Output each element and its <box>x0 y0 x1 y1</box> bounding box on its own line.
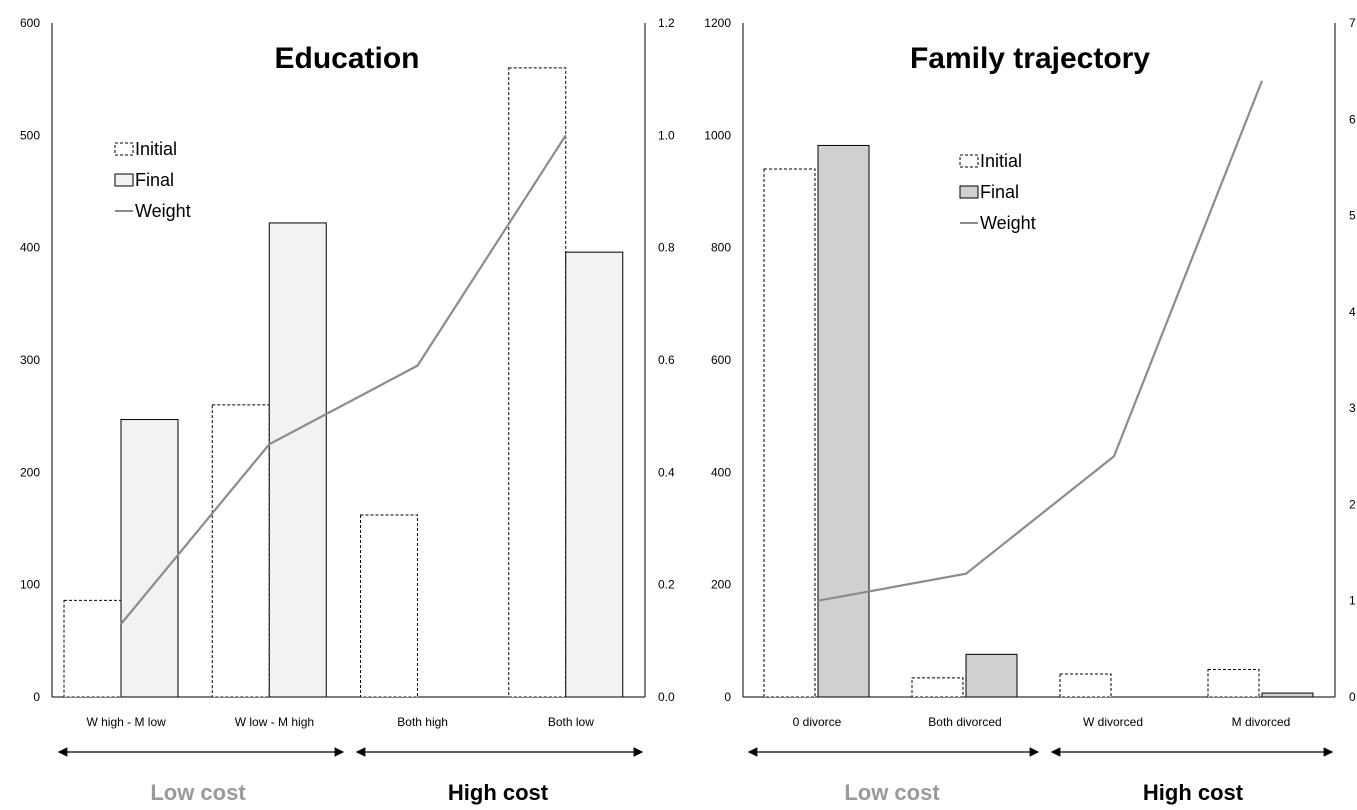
legend-final-swatch <box>114 173 134 187</box>
category-label: M divorced <box>1232 715 1291 729</box>
legend-weight-label: Weight <box>135 201 191 221</box>
initial-bar <box>1059 673 1112 698</box>
category-label: 0 divorce <box>793 715 842 729</box>
left-tick-label: 600 <box>711 353 731 367</box>
initial-bar <box>1207 668 1260 698</box>
legend-weight-label: Weight <box>980 213 1036 233</box>
right-tick-label: 4 <box>1349 305 1356 319</box>
education-chart: 0 100 200 300 400 500 600 0.0 0.2 0.4 0.6 0.8 1.0 1.2… <box>20 16 675 805</box>
right-tick-label: 6 <box>1349 112 1356 126</box>
chart-title: Family trajectory <box>910 42 1150 75</box>
legend-final-label: Final <box>980 182 1019 202</box>
right-tick-label: 0 <box>1349 690 1356 704</box>
high-cost-label: High cost <box>448 780 549 805</box>
category-label: Both high <box>397 715 448 729</box>
legend-final-label: Final <box>135 170 174 190</box>
family-trajectory-chart: 0 200 400 600 800 1000 1200 0 1 2 3 4 5 6 7 0 divorce Bo… <box>704 16 1356 805</box>
weight-line <box>120 134 567 625</box>
final-bar <box>1261 692 1314 698</box>
left-tick-label: 800 <box>711 241 731 255</box>
left-tick-label: 400 <box>711 465 731 479</box>
legend-initial-label: Initial <box>135 139 177 159</box>
category-label: W low - M high <box>235 715 314 729</box>
right-tick-label: 1.2 <box>658 16 675 30</box>
final-bar <box>817 144 870 698</box>
legend-initial-swatch <box>114 142 134 156</box>
initial-bar <box>508 67 567 698</box>
category-label: W divorced <box>1083 715 1143 729</box>
final-bar <box>965 653 1018 698</box>
final-bar <box>268 222 327 698</box>
category-label: Both divorced <box>928 715 1001 729</box>
right-tick-label: 0.0 <box>658 690 675 704</box>
low-cost-label: Low cost <box>844 780 940 805</box>
initial-bar <box>63 599 122 698</box>
left-tick-label: 0 <box>724 690 731 704</box>
right-tick-label: 1 <box>1349 594 1356 608</box>
left-tick-label: 600 <box>20 16 40 30</box>
right-tick-label: 2 <box>1349 497 1356 511</box>
left-tick-label: 0 <box>33 690 40 704</box>
left-tick-label: 200 <box>20 465 40 479</box>
legend-initial-swatch <box>959 154 979 168</box>
category-label: Both low <box>548 715 594 729</box>
initial-bar <box>911 677 964 698</box>
left-tick-label: 300 <box>20 353 40 367</box>
right-tick-label: 1.0 <box>658 128 675 142</box>
right-tick-label: 0.4 <box>658 465 675 479</box>
final-bar <box>120 419 179 698</box>
initial-bar <box>360 514 418 698</box>
right-tick-label: 0.2 <box>658 578 675 592</box>
legend-final-swatch <box>959 185 979 199</box>
right-tick-label: 7 <box>1349 16 1356 30</box>
final-bar <box>565 251 624 698</box>
initial-bar <box>211 404 270 698</box>
weight-line <box>817 80 1264 602</box>
initial-bar <box>763 168 816 698</box>
left-tick-label: 100 <box>20 578 40 592</box>
right-tick-label: 3 <box>1349 401 1356 415</box>
right-tick-label: 0.6 <box>658 353 675 367</box>
chart-title: Education <box>274 42 419 75</box>
left-tick-label: 200 <box>711 578 731 592</box>
left-tick-label: 1200 <box>704 16 731 30</box>
left-tick-label: 1000 <box>704 128 731 142</box>
legend-initial-label: Initial <box>980 151 1022 171</box>
left-tick-label: 500 <box>20 128 40 142</box>
right-tick-label: 5 <box>1349 209 1356 223</box>
left-tick-label: 400 <box>20 241 40 255</box>
high-cost-label: High cost <box>1143 780 1244 805</box>
category-label: W high - M low <box>86 715 166 729</box>
low-cost-label: Low cost <box>150 780 246 805</box>
right-tick-label: 0.8 <box>658 241 675 255</box>
